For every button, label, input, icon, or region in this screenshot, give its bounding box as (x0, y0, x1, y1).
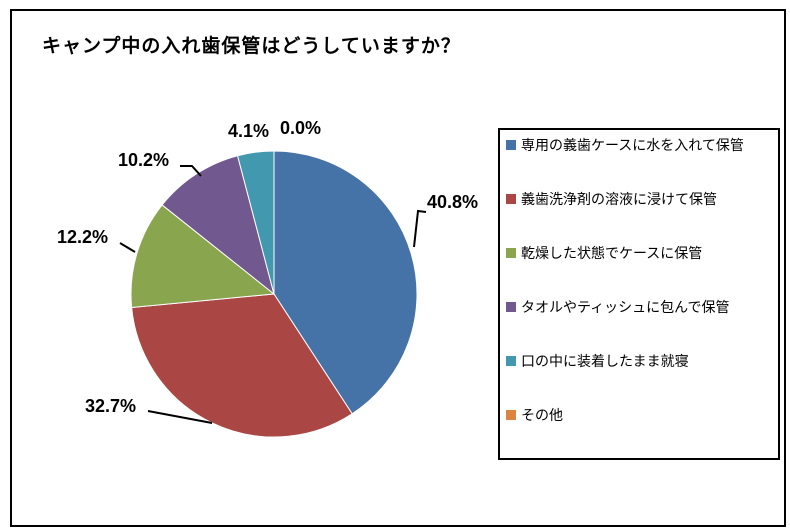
leader-line-10.2 (180, 165, 202, 177)
data-label-purple-slice: 10.2% (118, 150, 170, 170)
legend-item: 乾燥した状態でケースに保管 (506, 244, 776, 298)
legend-label: 乾燥した状態でケースに保管 (521, 245, 703, 261)
legend-label: 義歯洗浄剤の溶液に浸けて保管 (521, 191, 717, 207)
legend-swatch-icon (506, 248, 516, 258)
pie-slice (161, 155, 275, 296)
legend-swatch-icon (506, 140, 516, 150)
legend: 専用の義歯ケースに水を入れて保管 義歯洗浄剤の溶液に浸けて保管 乾燥した状態でケ… (498, 128, 780, 460)
legend-item: その他 (506, 406, 776, 460)
data-label-red-slice: 32.7% (85, 396, 137, 416)
legend-item: 義歯洗浄剤の溶液に浸けて保管 (506, 190, 776, 244)
leader-line-12.2 (119, 242, 136, 253)
leader-line-40.8 (413, 209, 427, 248)
chart-title: キャンプ中の入れ歯保管はどうしていますか？ (42, 36, 461, 57)
legend-swatch-icon (506, 194, 516, 204)
legend-item: 口の中に装着したまま就寝 (506, 352, 776, 406)
pie-slices (130, 150, 418, 438)
legend-item: タオルやティッシュに包んで保管 (506, 298, 776, 352)
legend-label: その他 (521, 407, 563, 423)
legend-label: 口の中に装着したまま就寝 (521, 353, 689, 369)
legend-swatch-icon (506, 302, 516, 312)
data-label-blue-slice: 40.8% (427, 192, 479, 212)
legend-swatch-icon (506, 356, 516, 366)
legend-label: タオルやティッシュに包んで保管 (521, 299, 730, 315)
leader-line-32.7 (147, 410, 213, 424)
legend-item: 専用の義歯ケースに水を入れて保管 (506, 136, 776, 190)
legend-swatch-icon (506, 410, 516, 420)
data-label-teal-slice: 4.1% (228, 121, 270, 141)
legend-label: 専用の義歯ケースに水を入れて保管 (521, 137, 744, 153)
pie-slice (130, 204, 276, 309)
data-label-other-slice: 0.0% (280, 118, 322, 138)
data-label-green-slice: 12.2% (57, 227, 109, 247)
pie-slice (236, 150, 275, 295)
